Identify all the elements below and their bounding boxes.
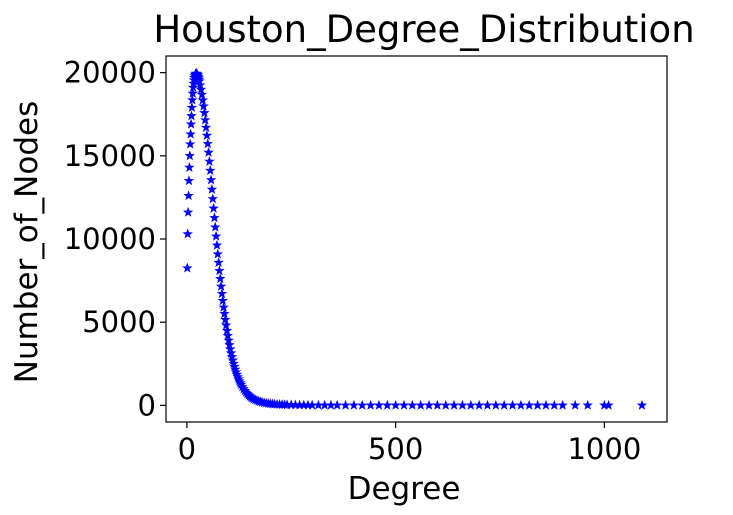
data-point: [202, 138, 213, 149]
data-point: [498, 399, 510, 410]
y-tick-label: 0: [138, 388, 156, 422]
data-point: [557, 399, 568, 410]
data-point: [219, 308, 230, 319]
data-point: [582, 399, 593, 410]
y-tick-label: 5000: [82, 305, 156, 339]
data-point: [184, 161, 195, 172]
data-point: [203, 147, 214, 157]
data-point: [209, 212, 220, 223]
data-point: [482, 399, 493, 410]
data-point: [340, 399, 351, 410]
data-point: [200, 122, 212, 132]
data-point: [515, 399, 527, 410]
data-point: [200, 114, 211, 125]
data-point: [549, 399, 560, 410]
data-point: [204, 155, 215, 166]
chart-title: Houston_Degree_Distribution: [153, 8, 694, 51]
data-point: [373, 399, 385, 410]
data-point: [331, 399, 343, 410]
data-point: [215, 273, 226, 284]
data-point: [187, 87, 198, 98]
data-point: [197, 94, 208, 105]
plot-frame: [165, 55, 668, 423]
data-point: [182, 228, 193, 239]
x-tick-label: 500: [368, 432, 423, 466]
data-point: [507, 399, 518, 410]
data-point: [205, 165, 216, 176]
data-point: [211, 239, 223, 250]
data-point: [212, 248, 223, 259]
y-tick-label: 15000: [64, 139, 156, 173]
y-axis-ticks: 0 5000 10000 15000 20000: [64, 56, 166, 422]
y-tick-label: 20000: [64, 56, 156, 90]
data-points: [182, 67, 648, 410]
data-point: [216, 288, 228, 299]
data-point: [473, 399, 485, 410]
data-point: [220, 314, 231, 325]
data-point: [569, 399, 581, 410]
data-point: [214, 265, 225, 276]
data-point: [187, 82, 199, 93]
data-point: [465, 399, 476, 410]
data-point: [210, 230, 222, 241]
data-point: [348, 399, 360, 410]
data-point: [199, 107, 210, 118]
y-tick-label: 10000: [64, 222, 156, 256]
data-point: [432, 399, 443, 410]
data-point: [448, 399, 460, 410]
data-point: [220, 319, 232, 330]
data-point: [490, 399, 502, 410]
data-point: [524, 399, 535, 410]
data-point: [201, 130, 213, 140]
x-tick-label: 0: [178, 432, 196, 466]
data-point: [208, 202, 219, 213]
data-point: [440, 399, 451, 410]
data-point: [206, 183, 218, 194]
data-point: [207, 193, 218, 204]
data-point: [182, 262, 193, 273]
data-point: [182, 206, 194, 217]
data-point: [186, 110, 197, 121]
data-point: [187, 94, 198, 105]
data-point: [407, 399, 418, 410]
data-point: [215, 280, 227, 291]
data-point: [390, 399, 401, 410]
y-axis-label: Number_of_Nodes: [9, 101, 45, 383]
data-point: [603, 399, 614, 410]
data-point: [185, 138, 196, 149]
data-point: [365, 399, 376, 410]
data-point: [457, 399, 468, 410]
data-point: [218, 301, 229, 312]
data-point: [183, 190, 194, 201]
data-point: [217, 295, 228, 306]
data-point: [205, 174, 217, 185]
x-axis-label: Degree: [348, 471, 461, 507]
data-point: [636, 399, 648, 410]
data-point: [183, 175, 195, 186]
data-point: [196, 89, 208, 100]
data-point: [185, 118, 197, 129]
data-point: [357, 399, 368, 410]
data-point: [185, 128, 196, 139]
data-point: [423, 399, 435, 410]
data-point: [532, 399, 543, 410]
data-point: [198, 100, 209, 111]
x-tick-label: 1000: [567, 432, 641, 466]
data-point: [213, 257, 224, 268]
data-point: [398, 399, 410, 410]
x-axis-ticks: 0 500 1000: [178, 422, 641, 466]
data-point: [540, 399, 552, 410]
data-point: [184, 150, 196, 161]
data-point: [382, 399, 393, 410]
data-point: [415, 399, 426, 410]
data-point: [186, 102, 198, 112]
data-point: [210, 221, 221, 232]
